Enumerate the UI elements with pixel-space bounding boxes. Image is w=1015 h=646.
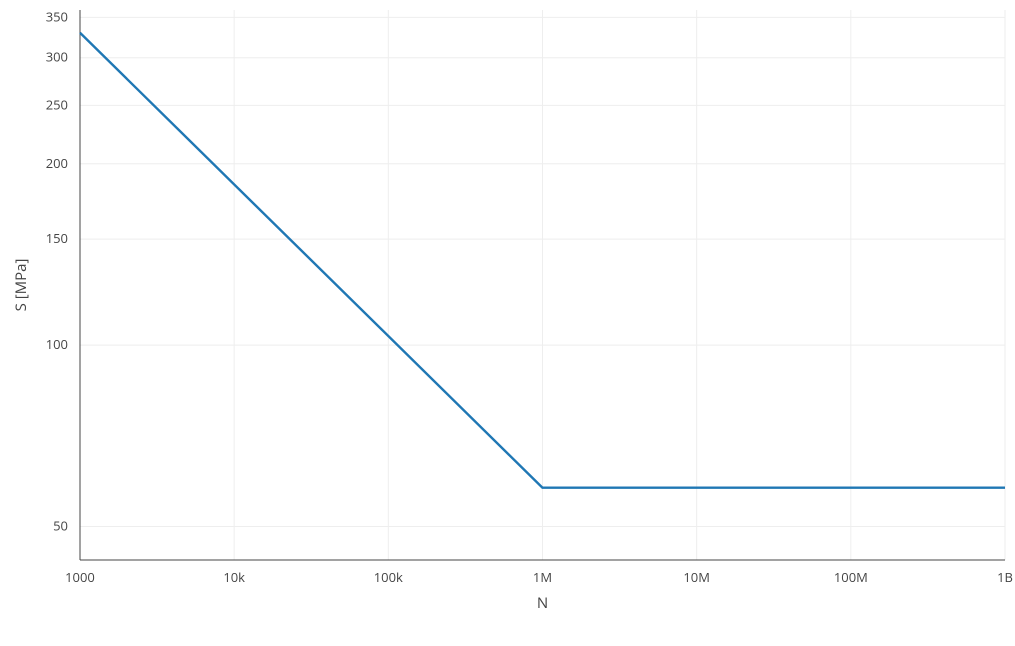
grid-layer <box>80 10 1005 560</box>
y-tick-label: 250 <box>46 95 68 113</box>
x-tick-label: 1000 <box>65 568 95 586</box>
x-tick-label: 100k <box>374 568 403 586</box>
x-tick-label: 100M <box>834 568 868 586</box>
chart-svg: 1000 10k 100k 1M 10M 100M 1B 50 100 150 200 250 300… <box>0 0 1015 646</box>
x-tick-label: 10M <box>683 568 710 586</box>
y-tick-labels: 50 100 150 200 250 300 350 <box>46 7 68 534</box>
y-axis-title: S [MPa] <box>11 259 31 312</box>
x-tick-label: 10k <box>223 568 245 586</box>
x-tick-label: 1M <box>533 568 552 586</box>
x-axis-title: N <box>537 593 548 613</box>
y-tick-label: 150 <box>46 229 68 247</box>
y-tick-label: 200 <box>46 154 68 172</box>
y-tick-label: 350 <box>46 7 68 25</box>
y-tick-label: 300 <box>46 48 68 66</box>
x-tick-label: 1B <box>997 568 1013 586</box>
x-tick-labels: 1000 10k 100k 1M 10M 100M 1B <box>65 568 1013 586</box>
y-tick-label: 50 <box>53 517 68 535</box>
sn-chart: 1000 10k 100k 1M 10M 100M 1B 50 100 150 200 250 300… <box>0 0 1015 646</box>
y-tick-label: 100 <box>46 335 68 353</box>
